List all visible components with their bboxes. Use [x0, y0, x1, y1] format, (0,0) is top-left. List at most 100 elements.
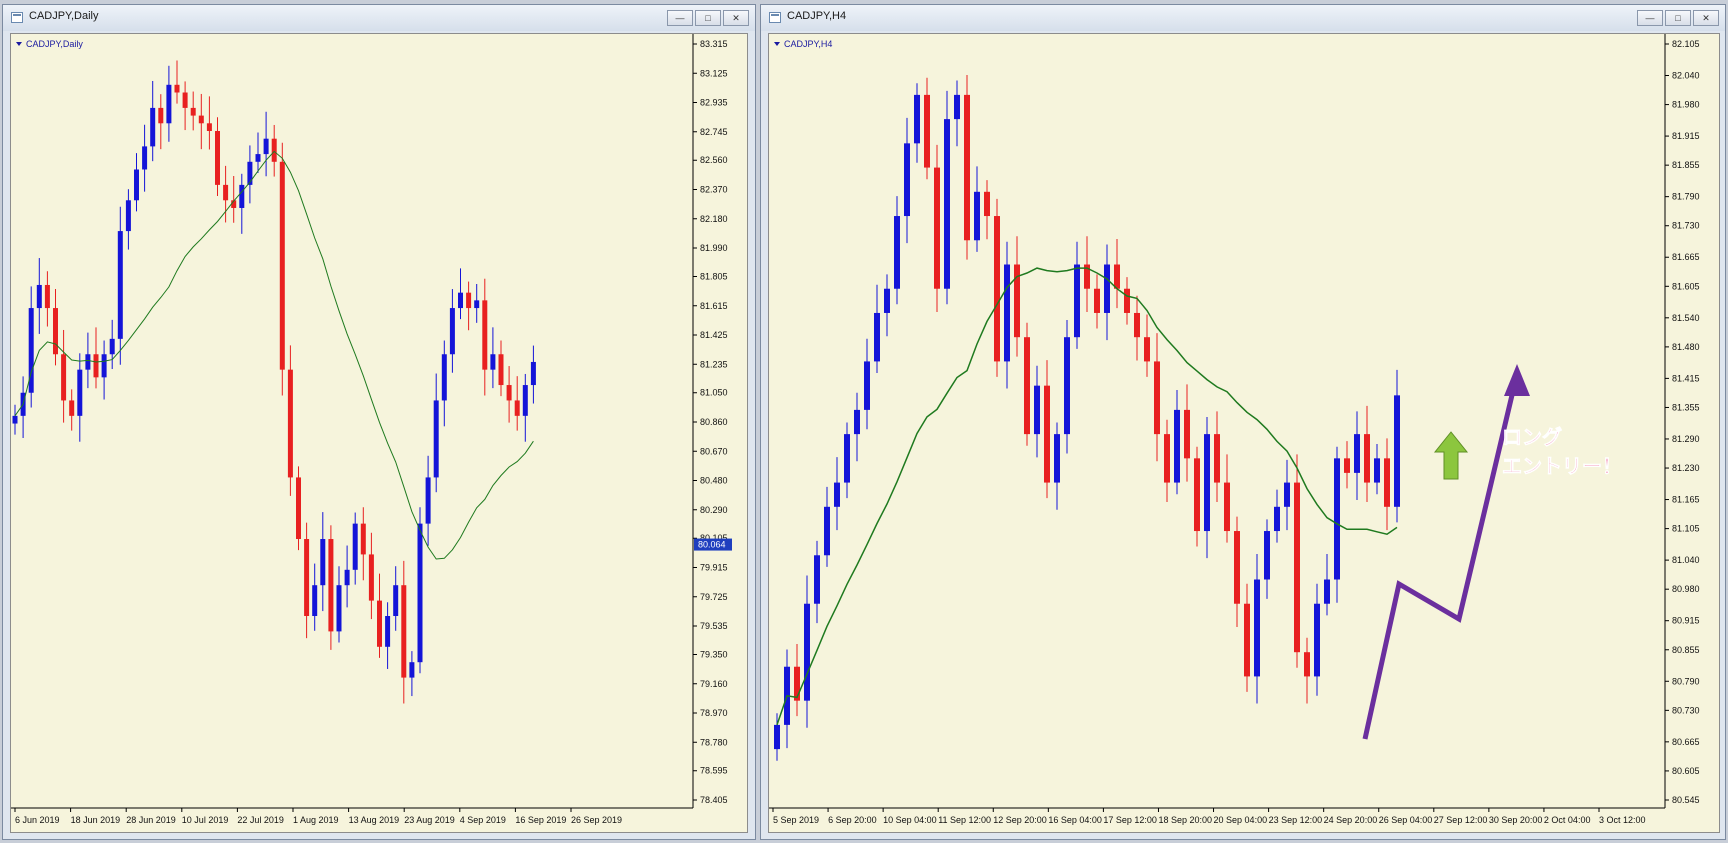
- candle-body: [1394, 395, 1400, 507]
- candle-body: [864, 361, 870, 410]
- candle-body: [1174, 409, 1180, 483]
- candle-body: [1354, 434, 1360, 473]
- price-tick-label: 80.670: [700, 446, 728, 456]
- price-tick-label: 81.355: [1672, 402, 1700, 412]
- candle-body: [1044, 385, 1050, 483]
- candle-body: [441, 354, 447, 401]
- h4-chart-svg[interactable]: 82.105 82.040 81.980 81.915 81.855 81.790 81.7…: [769, 34, 1721, 834]
- close-button[interactable]: ✕: [723, 10, 749, 26]
- candle-body: [304, 539, 310, 617]
- candle-body: [53, 308, 58, 355]
- titlebar[interactable]: CADJPY,H4 — □ ✕: [761, 5, 1725, 31]
- candle-body: [482, 300, 488, 370]
- daily-chart[interactable]: 83.315 83.125 82.935 82.745 82.560 82.370 82.1…: [10, 33, 748, 833]
- price-tick-label: 82.560: [700, 155, 728, 165]
- price-tick-label: 80.290: [700, 505, 728, 515]
- price-tick-label: 80.790: [1672, 676, 1700, 686]
- candle-body: [150, 107, 156, 147]
- price-tick-label: 80.860: [700, 417, 728, 427]
- time-tick-label: 17 Sep 12:00: [1103, 815, 1157, 825]
- candle-body: [368, 554, 374, 601]
- time-tick-label: 18 Sep 20:00: [1158, 815, 1212, 825]
- candle-body: [77, 369, 83, 416]
- candle-body: [1144, 337, 1150, 362]
- maximize-button[interactable]: □: [1665, 10, 1691, 26]
- price-tick-label: 82.935: [700, 98, 728, 108]
- annotation-line-2: エントリー！: [1502, 456, 1622, 478]
- time-tick-label: 10 Sep 04:00: [883, 815, 937, 825]
- buy-arrow-icon: [1433, 431, 1469, 480]
- maximize-button[interactable]: □: [695, 10, 721, 26]
- candle-body: [1094, 288, 1100, 313]
- time-tick-label: 23 Aug 2019: [404, 815, 455, 825]
- price-tick-label: 81.230: [1672, 463, 1700, 473]
- candle-body: [1334, 458, 1340, 580]
- time-tick-label: 13 Aug 2019: [349, 815, 400, 825]
- time-tick-label: 23 Sep 12:00: [1269, 815, 1323, 825]
- chart-window-icon: [11, 12, 23, 23]
- candle-body: [1244, 603, 1250, 677]
- candle-body: [190, 107, 196, 116]
- close-button[interactable]: ✕: [1693, 10, 1719, 26]
- moving-average-line: [776, 267, 1398, 726]
- window-title: CADJPY,H4: [787, 10, 847, 22]
- candle-body: [223, 184, 229, 201]
- candle-body: [1164, 434, 1170, 483]
- candle-body: [490, 354, 496, 370]
- time-tick-label: 6 Sep 20:00: [828, 815, 877, 825]
- candle-body: [344, 569, 350, 586]
- h4-chart-window[interactable]: CADJPY,H4 — □ ✕ 82.105 82.040 81.980 81.915…: [760, 4, 1726, 840]
- minimize-button[interactable]: —: [1637, 10, 1663, 26]
- candle-body: [854, 409, 860, 435]
- time-tick-label: 30 Sep 20:00: [1489, 815, 1543, 825]
- candle-body: [1274, 506, 1280, 532]
- candle-body: [279, 161, 285, 370]
- price-tick-label: 81.730: [1672, 221, 1700, 231]
- price-tick-label: 81.605: [1672, 281, 1700, 291]
- candle-body: [884, 288, 890, 313]
- candle-body: [974, 191, 980, 241]
- price-tick-label: 80.480: [700, 476, 728, 486]
- candle-body: [1214, 434, 1220, 483]
- price-tick-label: 78.970: [700, 708, 728, 718]
- candle-body: [1114, 264, 1120, 289]
- candle-body: [231, 200, 237, 208]
- time-tick-label: 5 Sep 2019: [773, 815, 819, 825]
- candle-body: [914, 94, 920, 144]
- time-tick-label: 6 Jun 2019: [15, 815, 60, 825]
- daily-chart-svg[interactable]: 83.315 83.125 82.935 82.745 82.560 82.370 82.1…: [11, 34, 749, 834]
- candle-body: [1224, 482, 1230, 532]
- symbol-dropdown-icon: [16, 42, 22, 46]
- time-tick-label: 27 Sep 12:00: [1434, 815, 1488, 825]
- moving-average-line: [14, 150, 534, 560]
- candle-body: [904, 143, 910, 217]
- price-tick-label: 81.615: [700, 301, 728, 311]
- price-tick-label: 82.040: [1672, 71, 1700, 81]
- h4-chart[interactable]: 82.105 82.040 81.980 81.915 81.855 81.790 81.7…: [768, 33, 1720, 833]
- price-tick-label: 81.415: [1672, 373, 1700, 383]
- candle-body: [425, 477, 431, 524]
- candle-body: [498, 354, 504, 386]
- candle-body: [85, 354, 91, 370]
- candle-body: [61, 354, 67, 401]
- price-tick-label: 80.665: [1672, 737, 1700, 747]
- time-tick-label: 11 Sep 12:00: [938, 815, 991, 825]
- minimize-button[interactable]: —: [667, 10, 693, 26]
- candle-body: [385, 616, 391, 647]
- candle-body: [360, 523, 366, 555]
- candle-body: [117, 231, 123, 339]
- time-tick-label: 16 Sep 04:00: [1048, 815, 1102, 825]
- candle-body: [28, 308, 34, 393]
- candle-body: [1284, 482, 1290, 507]
- price-tick-label: 79.350: [700, 649, 728, 659]
- candle-body: [166, 84, 172, 124]
- candle-body: [336, 585, 342, 632]
- daily-chart-window[interactable]: CADJPY,Daily — □ ✕ 83.315 83.125 82.935 82.…: [2, 4, 756, 840]
- candle-body: [69, 400, 75, 416]
- titlebar[interactable]: CADJPY,Daily — □ ✕: [3, 5, 755, 31]
- symbol-dropdown-icon: [774, 42, 780, 46]
- candle-body: [1254, 579, 1260, 677]
- candle-body: [954, 94, 960, 120]
- candle-body: [312, 585, 318, 617]
- candle-body: [296, 477, 301, 540]
